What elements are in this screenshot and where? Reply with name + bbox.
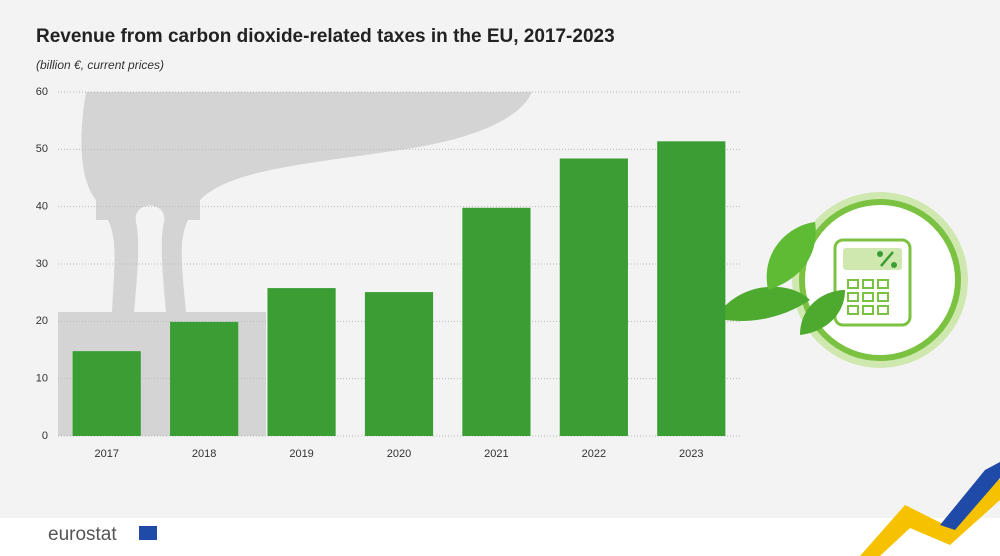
bar	[657, 141, 726, 436]
brand-stripe	[860, 470, 1000, 556]
y-tick-label: 10	[36, 373, 48, 385]
eu-flag	[139, 526, 157, 540]
x-tick-label: 2021	[484, 448, 508, 460]
x-tick-label: 2023	[679, 448, 703, 460]
logo: eurostat	[48, 524, 117, 545]
bar	[462, 207, 531, 436]
y-tick-label: 30	[36, 258, 48, 270]
leaf-icon	[715, 192, 968, 368]
chart-subtitle: (billion €, current prices)	[36, 58, 164, 72]
bar	[364, 292, 434, 436]
bar	[72, 351, 141, 436]
bar	[267, 288, 336, 436]
bar	[559, 158, 628, 437]
x-tick-label: 2017	[94, 448, 118, 460]
x-tick-label: 2019	[289, 448, 313, 460]
y-tick-label: 0	[42, 430, 48, 442]
y-tick-label: 50	[36, 143, 48, 155]
brand-stripe	[940, 462, 1000, 530]
y-tick-label: 60	[36, 86, 48, 98]
y-tick-label: 40	[36, 201, 48, 213]
x-tick-label: 2022	[582, 448, 606, 460]
x-tick-label: 2018	[192, 448, 216, 460]
x-tick-label: 2020	[387, 448, 411, 460]
bar	[170, 321, 239, 436]
chart-title: Revenue from carbon dioxide-related taxe…	[36, 26, 615, 47]
y-tick-label: 20	[36, 315, 48, 327]
